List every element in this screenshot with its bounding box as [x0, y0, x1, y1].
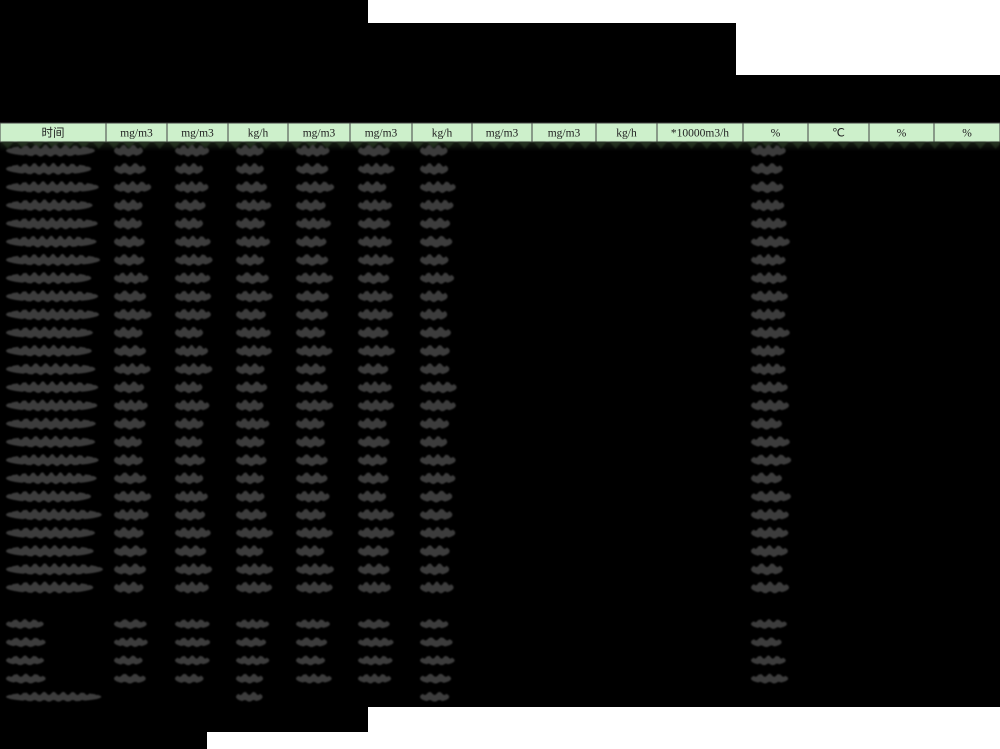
svg-text:mg/m3: mg/m3: [365, 128, 398, 140]
svg-text:mg/m3: mg/m3: [120, 128, 153, 140]
svg-text:*10000m3/h: *10000m3/h: [671, 128, 729, 140]
svg-text:mg/m3: mg/m3: [486, 128, 519, 140]
svg-text:%: %: [897, 128, 907, 140]
svg-text:kg/h: kg/h: [432, 128, 453, 140]
svg-text:时间: 时间: [42, 127, 65, 140]
svg-text:%: %: [962, 128, 972, 140]
svg-text:mg/m3: mg/m3: [181, 128, 214, 140]
svg-text:℃: ℃: [832, 128, 845, 140]
svg-text:%: %: [771, 128, 781, 140]
svg-text:kg/h: kg/h: [616, 128, 637, 140]
svg-text:mg/m3: mg/m3: [548, 128, 581, 140]
svg-text:mg/m3: mg/m3: [303, 128, 336, 140]
svg-text:kg/h: kg/h: [248, 128, 269, 140]
